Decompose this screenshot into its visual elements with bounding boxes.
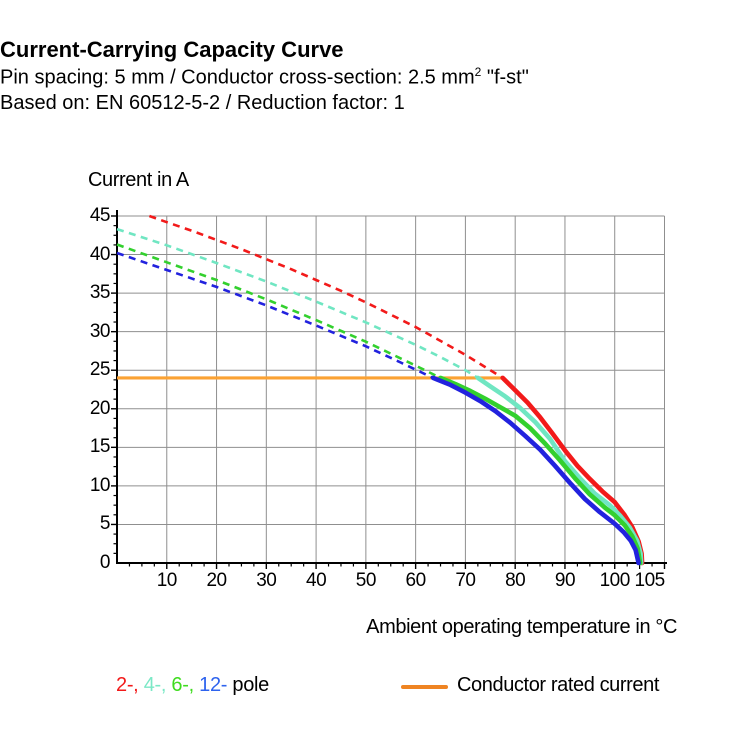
y-tick-label-15: 15 [89, 436, 111, 458]
y-tick-label-35: 35 [89, 282, 111, 304]
y-tick-label-40: 40 [89, 243, 111, 265]
series-12-pole-capacity-solid-line [430, 375, 641, 566]
series-6-pole-capacity-solid-line [438, 375, 643, 566]
y-tick-label-45: 45 [89, 205, 111, 226]
rated-current-swatch [401, 685, 448, 689]
legend-segment-12-: 12- [193, 674, 228, 696]
x-tick-label-100: 100 [599, 570, 631, 591]
legend-segment-pole: pole [227, 674, 269, 696]
x-tick-label-30: 30 [256, 570, 277, 591]
legend-segment-4-: 4-, [138, 674, 167, 696]
subtitle-superscript: 2 [474, 65, 482, 79]
chart-subtitle-specs: Pin spacing: 5 mm / Conductor cross-sect… [0, 65, 750, 90]
x-tick-label-40: 40 [306, 570, 327, 591]
subtitle-spec-text: Pin spacing: 5 mm / Conductor cross-sect… [0, 66, 475, 89]
x-tick-label-105: 105 [634, 570, 666, 591]
y-tick-label-30: 30 [89, 320, 111, 342]
x-tick-label-20: 20 [206, 570, 227, 591]
x-axis-title: Ambient operating temperature in °C [366, 616, 677, 638]
x-tick-label-50: 50 [355, 570, 377, 591]
x-tick-label-70: 70 [455, 570, 476, 591]
subtitle-spec-suffix: "f-st" [481, 66, 529, 89]
y-tick-label-0: 0 [99, 552, 111, 573]
series-6-pole-derating-dashed-line [116, 243, 442, 380]
y-tick-label-10: 10 [89, 474, 111, 496]
y-tick-label-25: 25 [89, 359, 111, 381]
y-tick-label-20: 20 [89, 397, 111, 419]
x-tick-label-80: 80 [505, 570, 526, 591]
legend-pole-counts: 2-, 4-, 6-, 12- pole [116, 674, 269, 697]
series-4-pole-derating-dashed-line [116, 227, 479, 380]
chart-title: Current-Carrying Capacity Curve [0, 37, 344, 62]
x-tick-label-10: 10 [156, 570, 178, 591]
legend-segment-6-: 6-, [166, 674, 194, 696]
x-tick-label-60: 60 [405, 570, 427, 591]
y-tick-label-5: 5 [99, 513, 111, 535]
legend-segment-2-: 2-, [116, 674, 139, 696]
x-tick-label-90: 90 [554, 570, 576, 591]
series-2-pole-derating-dashed-line [148, 214, 504, 380]
y-axis-title: Current in A [88, 169, 189, 191]
legend-rated-current-label: Conductor rated current [457, 674, 660, 696]
chart-subtitle-standard: Based on: EN 60512-5-2 / Reduction facto… [0, 92, 405, 114]
series-12-pole-derating-dashed-line [116, 251, 434, 380]
